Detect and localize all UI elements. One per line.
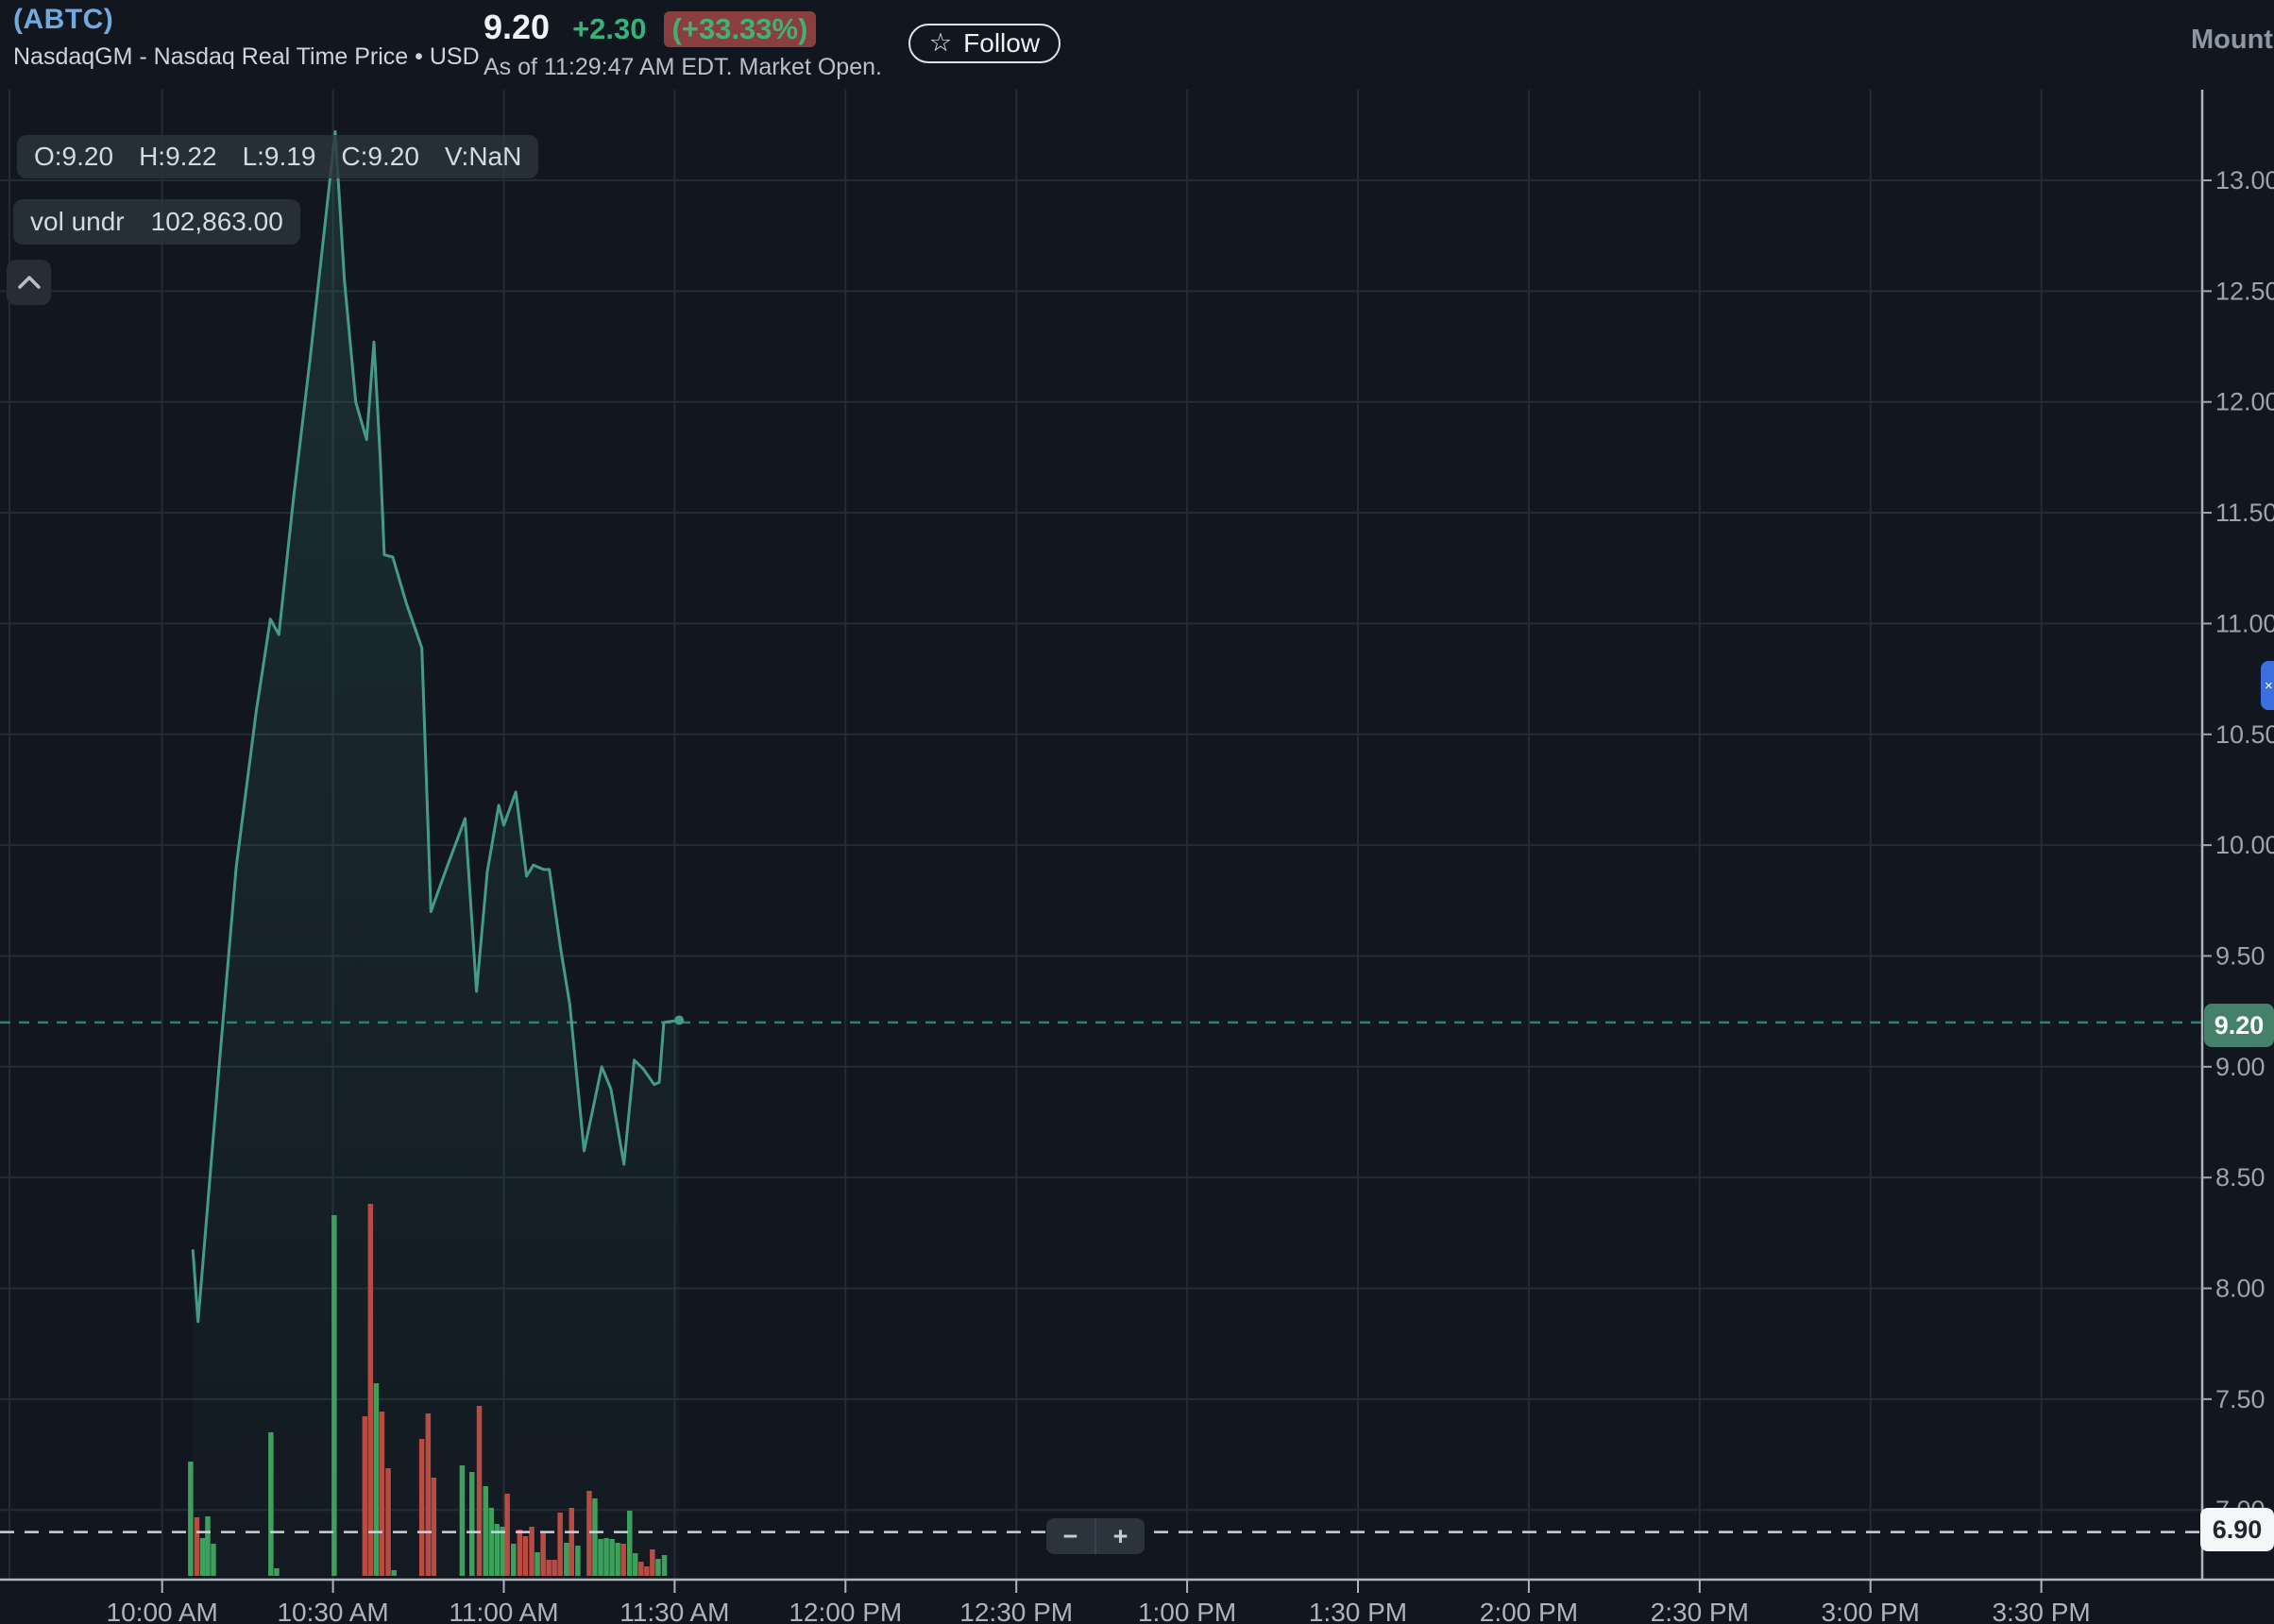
zoom-out-button[interactable]: −	[1046, 1518, 1095, 1554]
x-tick-label: 1:30 PM	[1309, 1598, 1407, 1624]
x-tick-label: 2:00 PM	[1480, 1598, 1578, 1624]
y-tick-label: 10.50	[2215, 720, 2274, 749]
x-tick-label: 3:30 PM	[1992, 1598, 2090, 1624]
y-tick-label: 11.00	[2215, 609, 2274, 637]
chevron-up-icon	[17, 276, 41, 289]
ohlc-open: O:9.20	[34, 142, 114, 171]
y-tick-label: 9.50	[2215, 941, 2266, 970]
previous-close-tag: 6.90	[2200, 1508, 2274, 1551]
exchange-line: NasdaqGM - Nasdaq Real Time Price • USD	[13, 43, 480, 70]
price-area-fill	[193, 131, 680, 1576]
ohlc-high: H:9.22	[139, 142, 217, 171]
price-value: 9.20	[484, 8, 551, 46]
indicator-tag[interactable]: ×	[2261, 661, 2274, 710]
close-icon[interactable]: ×	[2265, 677, 2273, 694]
price-change: +2.30	[572, 12, 647, 45]
ohlc-close: C:9.20	[341, 142, 419, 171]
y-tick-label: 12.50	[2215, 277, 2274, 305]
y-tick-label: 9.00	[2215, 1053, 2266, 1081]
follow-button[interactable]: ☆ Follow	[908, 24, 1061, 63]
volume-underlay-overlay: vol undr 102,863.00	[13, 199, 300, 245]
x-tick-label: 12:00 PM	[789, 1598, 902, 1624]
ticker-symbol: (ABTC)	[13, 4, 114, 35]
volume-underlay-value: 102,863.00	[150, 207, 283, 236]
y-tick-label: 13.00	[2215, 166, 2274, 195]
volume-bars	[188, 1204, 668, 1576]
x-tick-label: 10:30 AM	[277, 1598, 388, 1624]
x-tick-label: 12:30 PM	[959, 1598, 1073, 1624]
y-axis-labels: 13.00 12.50 12.00 11.50 11.00 10.50 10.00 9.50 9…	[2202, 166, 2274, 1524]
x-tick-label: 11:30 AM	[619, 1598, 729, 1624]
current-price-tag: 9.20	[2204, 1004, 2274, 1047]
y-tick-label: 7.50	[2215, 1385, 2266, 1413]
price-change-percent: (+33.33%)	[663, 11, 817, 47]
y-tick-label: 10.00	[2215, 831, 2274, 859]
x-tick-label: 1:00 PM	[1138, 1598, 1236, 1624]
x-axis-labels: 10:00 AM 10:30 AM 11:00 AM 11:30 AM 12:00 PM…	[107, 1580, 2091, 1624]
x-tick-label: 11:00 AM	[449, 1598, 558, 1624]
y-tick-label: 8.50	[2215, 1163, 2266, 1192]
x-tick-label: 10:00 AM	[107, 1598, 218, 1624]
ohlc-low: L:9.19	[242, 142, 316, 171]
price-line	[191, 129, 681, 1324]
zoom-control: − +	[1046, 1518, 1145, 1554]
y-tick-label: 12.00	[2215, 388, 2274, 416]
x-tick-label: 3:00 PM	[1822, 1598, 1920, 1624]
chart-type-label[interactable]: Mount	[2191, 25, 2273, 55]
last-price-dot	[674, 1015, 685, 1025]
gridlines	[0, 90, 2202, 1580]
asof-status-line: As of 11:29:47 AM EDT. Market Open.	[484, 54, 882, 80]
star-icon: ☆	[928, 27, 953, 57]
x-tick-label: 2:30 PM	[1651, 1598, 1749, 1624]
follow-label: Follow	[963, 28, 1041, 58]
ohlc-volume: V:NaN	[444, 142, 522, 171]
zoom-control-divider	[1095, 1518, 1096, 1554]
zoom-in-button[interactable]: +	[1096, 1518, 1145, 1554]
y-tick-label: 8.00	[2215, 1275, 2266, 1303]
price-row: 9.20 +2.30 (+33.33%)	[484, 8, 817, 47]
y-tick-label: 11.50	[2215, 499, 2274, 527]
axes	[0, 90, 2274, 1582]
volume-underlay-label: vol undr	[30, 207, 125, 236]
ohlc-overlay: O:9.20 H:9.22 L:9.19 C:9.20 V:NaN	[17, 135, 539, 178]
collapse-overlay-button[interactable]	[7, 260, 51, 305]
